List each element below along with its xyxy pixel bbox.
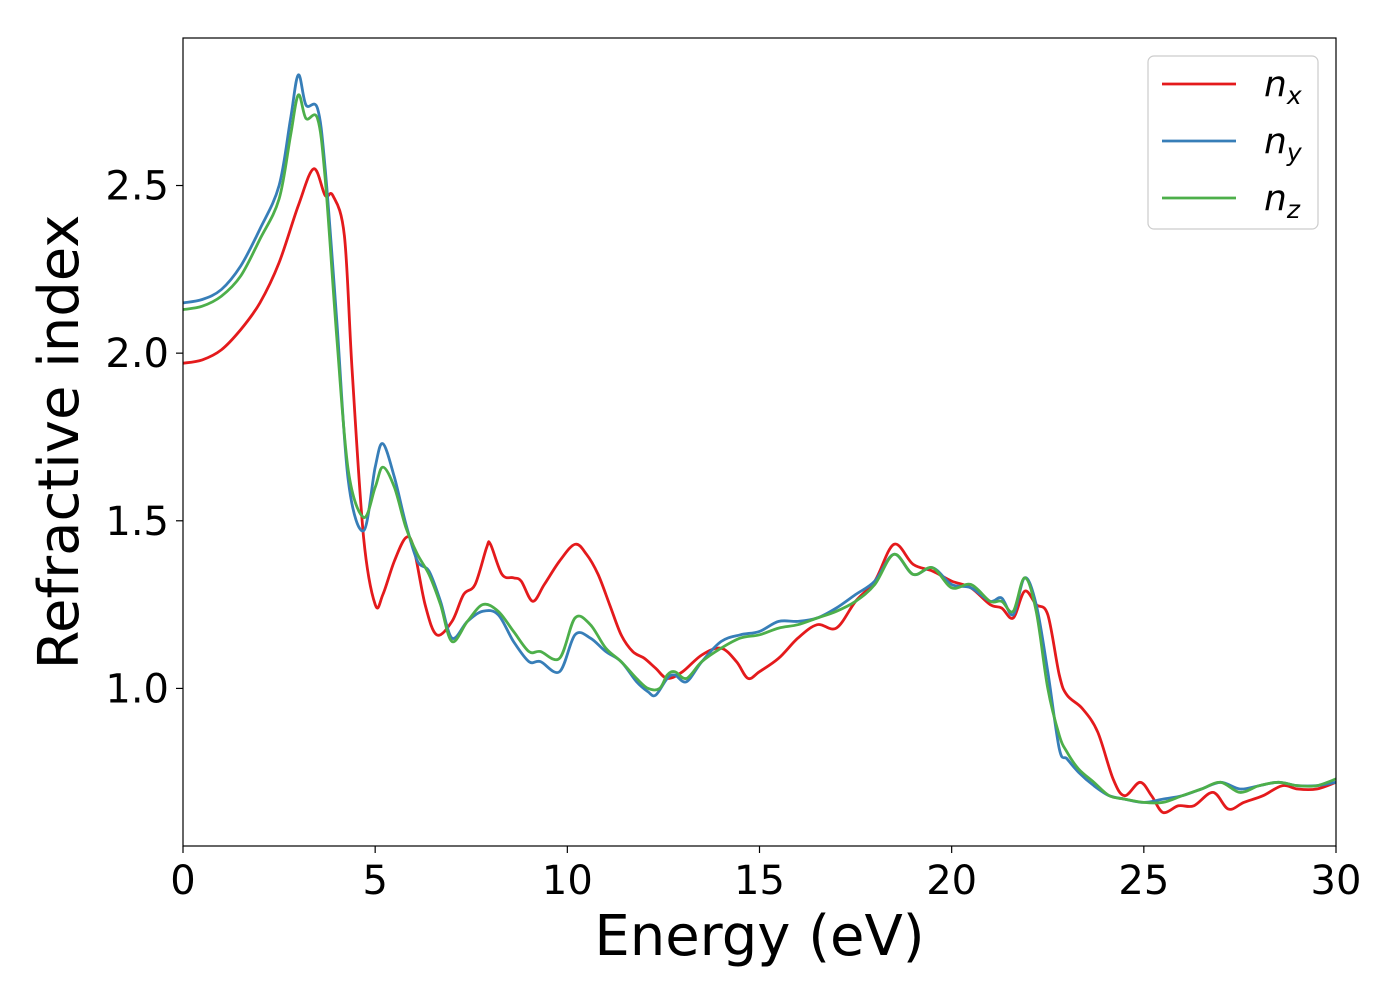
series-lines (183, 73, 1336, 815)
legend-label-z: nz (1264, 178, 1301, 224)
y-axis-title: Refractive index (27, 215, 92, 670)
x-tick-label: 15 (734, 858, 785, 904)
legend: nx ny nz (1147, 55, 1319, 230)
y-tick-label: 2.5 (105, 164, 169, 210)
y-axis-ticks: 1.0 1.5 2.0 2.5 (105, 164, 183, 712)
legend-box (1147, 55, 1319, 230)
x-tick-label: 5 (362, 858, 387, 904)
legend-label-x: nx (1264, 64, 1302, 110)
y-tick-label: 2.0 (105, 331, 169, 377)
x-tick-label: 20 (926, 858, 977, 904)
x-axis-title: Energy (eV) (594, 904, 924, 969)
y-tick-label: 1.0 (105, 666, 169, 712)
x-tick-label: 30 (1311, 858, 1362, 904)
x-tick-label: 0 (170, 858, 195, 904)
x-tick-label: 25 (1118, 858, 1169, 904)
x-tick-label: 10 (542, 858, 593, 904)
series-line-x (183, 167, 1336, 815)
x-axis-ticks: 0 5 10 15 20 25 30 (170, 846, 1361, 904)
y-tick-label: 1.5 (105, 499, 169, 545)
legend-label-y: ny (1264, 121, 1303, 167)
series-line-z (183, 93, 1336, 805)
